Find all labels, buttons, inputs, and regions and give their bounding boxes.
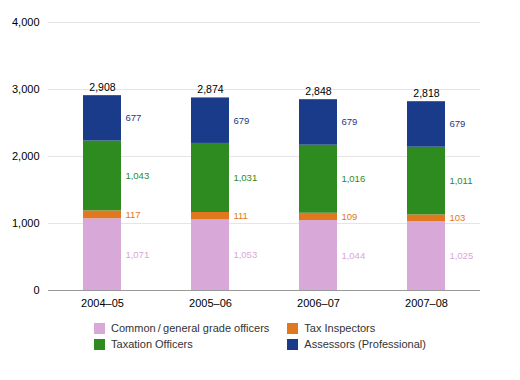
svg-text:117: 117 xyxy=(125,209,140,220)
svg-text:1,011: 1,011 xyxy=(449,175,472,186)
svg-text:2,874: 2,874 xyxy=(197,83,223,95)
svg-text:4,000: 4,000 xyxy=(12,16,40,28)
svg-text:111: 111 xyxy=(233,210,247,221)
svg-text:2007–08: 2007–08 xyxy=(405,297,448,309)
svg-text:2,848: 2,848 xyxy=(305,85,331,97)
html-text:Common / general grade officer: Common / general grade officers xyxy=(111,322,270,334)
svg-text:109: 109 xyxy=(341,211,357,222)
svg-text:2004–05: 2004–05 xyxy=(81,297,124,309)
html-text:Taxation Officers: Taxation Officers xyxy=(111,338,193,350)
html-text:Tax Inspectors: Tax Inspectors xyxy=(304,322,376,334)
svg-text:679: 679 xyxy=(233,115,249,126)
svg-text:1,053: 1,053 xyxy=(233,249,257,260)
svg-text:3,000: 3,000 xyxy=(12,83,40,95)
svg-text:677: 677 xyxy=(125,112,141,123)
svg-text:2006–07: 2006–07 xyxy=(297,297,340,309)
svg-text:1,025: 1,025 xyxy=(449,250,473,261)
svg-text:2,818: 2,818 xyxy=(413,87,439,99)
svg-text:1,000: 1,000 xyxy=(12,217,40,229)
svg-text:2,000: 2,000 xyxy=(12,150,40,162)
svg-text:0: 0 xyxy=(33,284,39,296)
svg-text:679: 679 xyxy=(449,118,465,129)
svg-text:1,031: 1,031 xyxy=(233,172,257,183)
svg-text:2,908: 2,908 xyxy=(89,81,115,93)
svg-text:2005–06: 2005–06 xyxy=(189,297,232,309)
svg-text:679: 679 xyxy=(341,116,357,127)
svg-text:1,016: 1,016 xyxy=(341,173,365,184)
svg-text:1,044: 1,044 xyxy=(341,250,365,261)
svg-text:1,071: 1,071 xyxy=(125,249,149,260)
svg-text:103: 103 xyxy=(449,212,465,223)
html-text:Assessors (Professional): Assessors (Professional) xyxy=(304,338,426,350)
svg-text:1,043: 1,043 xyxy=(125,170,149,181)
